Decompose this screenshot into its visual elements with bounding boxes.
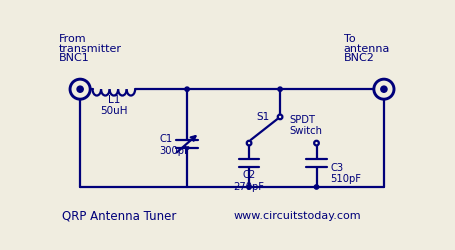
Text: C1
300pF: C1 300pF bbox=[159, 134, 190, 156]
Text: transmitter: transmitter bbox=[59, 44, 122, 54]
Text: BNC1: BNC1 bbox=[59, 53, 90, 62]
Text: C2
270pF: C2 270pF bbox=[233, 170, 264, 191]
Circle shape bbox=[278, 115, 283, 120]
Circle shape bbox=[314, 185, 318, 189]
Circle shape bbox=[247, 185, 251, 189]
Text: S1: S1 bbox=[256, 112, 269, 122]
Text: C3
510pF: C3 510pF bbox=[330, 162, 361, 184]
Circle shape bbox=[314, 141, 319, 146]
Text: SPDT
Switch: SPDT Switch bbox=[289, 114, 323, 136]
Text: www.circuitstoday.com: www.circuitstoday.com bbox=[233, 210, 361, 220]
Text: BNC2: BNC2 bbox=[344, 53, 374, 62]
Text: QRP Antenna Tuner: QRP Antenna Tuner bbox=[62, 209, 176, 222]
Circle shape bbox=[77, 87, 83, 93]
Circle shape bbox=[278, 88, 282, 92]
Circle shape bbox=[185, 88, 189, 92]
Text: From: From bbox=[59, 34, 87, 44]
Text: L1
50uH: L1 50uH bbox=[100, 94, 127, 116]
Circle shape bbox=[247, 141, 252, 146]
Text: antenna: antenna bbox=[344, 44, 390, 54]
Circle shape bbox=[381, 87, 387, 93]
Text: To: To bbox=[344, 34, 355, 44]
